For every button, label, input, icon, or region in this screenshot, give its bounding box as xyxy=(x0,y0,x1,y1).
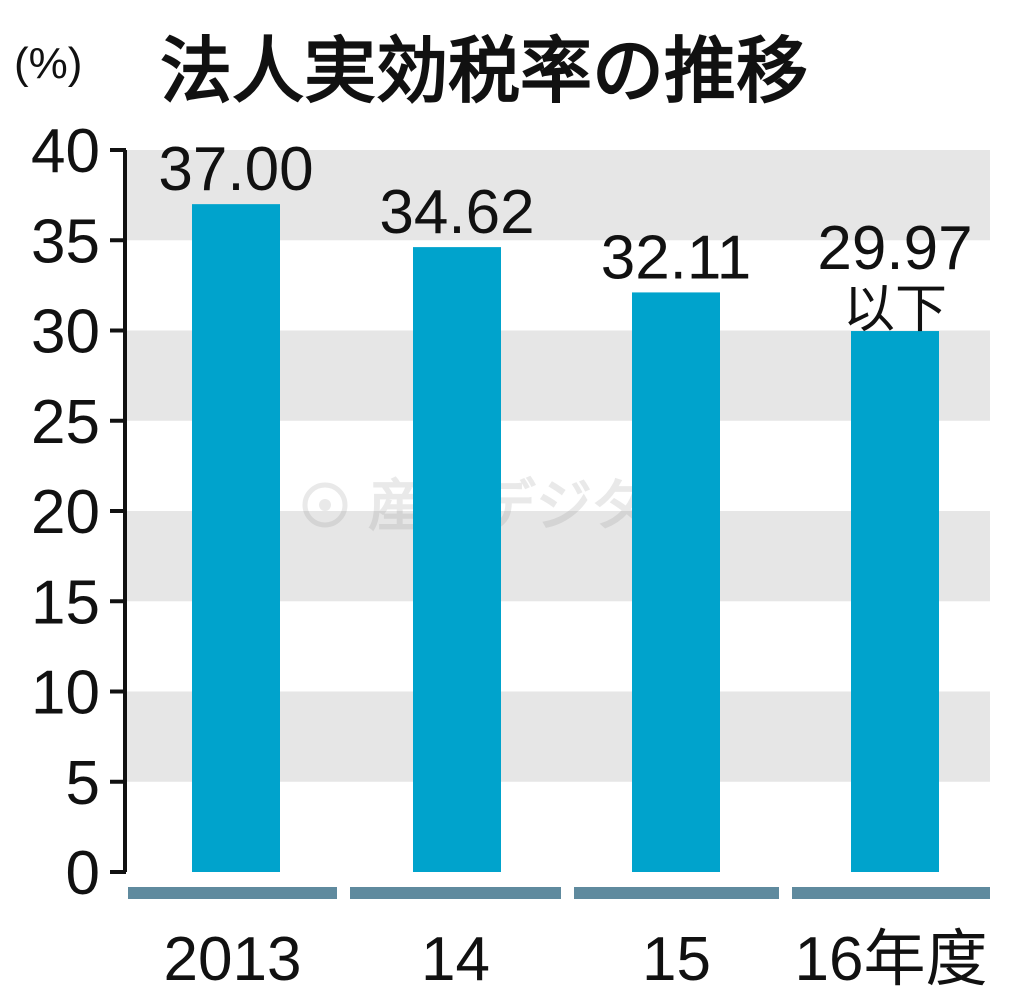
data-label: 34.62 xyxy=(379,178,534,247)
bar-16年度 xyxy=(851,331,939,872)
y-tick-label: 30 xyxy=(31,298,100,367)
y-tick-label: 5 xyxy=(66,749,100,818)
x-tick-label: 2013 xyxy=(164,925,302,994)
data-label-note: 以下 xyxy=(843,281,947,339)
x-baseline-segment xyxy=(792,887,990,899)
data-label: 29.97 xyxy=(817,214,972,283)
y-tick-label: 35 xyxy=(31,207,100,276)
data-label: 32.11 xyxy=(601,223,752,292)
bar-14 xyxy=(413,247,501,872)
watermark-logo-icon xyxy=(302,482,348,528)
x-baseline-segment xyxy=(574,887,779,899)
x-tick-label: 14 xyxy=(421,925,490,994)
y-tick-label: 25 xyxy=(31,388,100,457)
chart-title: 法人実効税率の推移 xyxy=(160,29,808,113)
x-baseline-segment xyxy=(128,887,337,899)
y-tick-label: 15 xyxy=(31,568,100,637)
x-axis-baseline: 2013 14 15 16年度 xyxy=(128,887,990,994)
x-tick-label: 15 xyxy=(642,925,711,994)
y-tick-label: 0 xyxy=(66,839,100,908)
y-tick-label: 40 xyxy=(31,117,100,186)
x-baseline-segment xyxy=(350,887,561,899)
y-axis-unit: (%) xyxy=(14,39,82,88)
bar-15 xyxy=(632,292,720,872)
data-label: 37.00 xyxy=(158,135,313,204)
y-tick-label: 20 xyxy=(31,478,100,547)
x-tick-label: 16年度 xyxy=(795,925,988,994)
y-tick-label: 10 xyxy=(31,659,100,728)
y-axis: 0 5 10 15 20 25 30 35 40 xyxy=(31,117,127,908)
bar-2013 xyxy=(192,204,280,872)
